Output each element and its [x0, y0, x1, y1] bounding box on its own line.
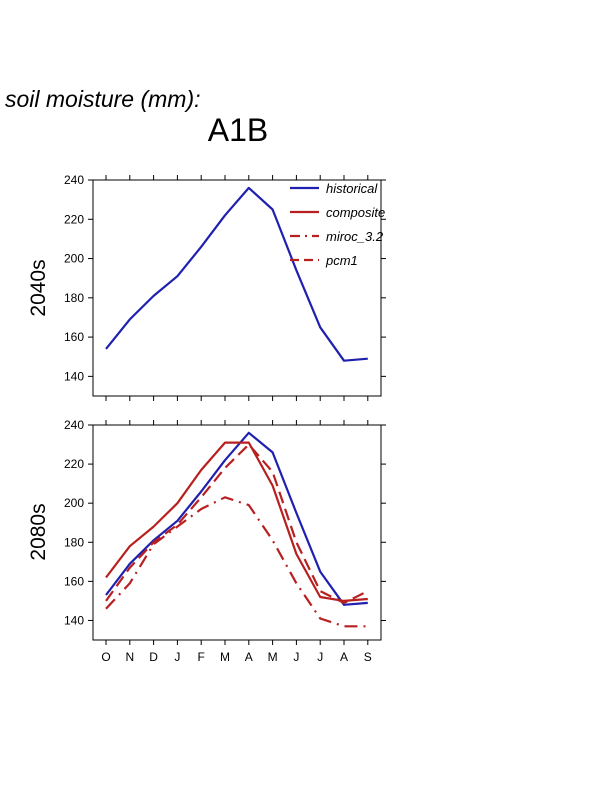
series-line-historical: [105, 431, 368, 606]
legend-entry: miroc_3.2: [326, 229, 384, 244]
y-tick-label: 180: [64, 291, 84, 305]
y-tick-label: 200: [64, 496, 84, 510]
legend-entry: pcm1: [325, 253, 358, 268]
page-title: soil moisture (mm):: [5, 86, 201, 112]
scenario-title: A1B: [207, 112, 269, 148]
x-tick-label: J: [317, 650, 323, 664]
x-tick-label: A: [340, 650, 348, 664]
x-tick-label: J: [293, 650, 299, 664]
legend-entry: composite: [326, 205, 385, 220]
y-tick-label: 200: [64, 252, 84, 266]
y-tick-label: 180: [64, 535, 84, 549]
panel-label: 2080s: [27, 503, 50, 560]
y-tick-label: 240: [64, 173, 84, 187]
series-line-miroc-3-2: [105, 496, 368, 628]
x-tick-label: A: [245, 650, 253, 664]
series-line-historical: [105, 186, 368, 362]
x-tick-label: S: [364, 650, 372, 664]
y-tick-label: 240: [64, 418, 84, 432]
x-tick-label: N: [125, 650, 134, 664]
x-tick-label: F: [198, 650, 205, 664]
plot-frame: [92, 179, 382, 397]
y-tick-label: 220: [64, 457, 84, 471]
x-tick-label: D: [149, 650, 158, 664]
y-tick-label: 160: [64, 330, 84, 344]
y-tick-label: 160: [64, 574, 84, 588]
series-line-pcm1: [105, 443, 369, 605]
plot-frame: [92, 424, 382, 641]
panel-label: 2040s: [27, 259, 50, 316]
x-tick-label: M: [268, 650, 278, 664]
y-tick-label: 140: [64, 369, 84, 383]
legend-entry: historical: [326, 181, 378, 196]
x-tick-label: O: [101, 650, 110, 664]
y-tick-label: 220: [64, 212, 84, 226]
y-tick-label: 140: [64, 613, 84, 627]
x-tick-label: M: [220, 650, 230, 664]
series-line-composite: [105, 441, 368, 603]
x-tick-label: J: [174, 650, 180, 664]
